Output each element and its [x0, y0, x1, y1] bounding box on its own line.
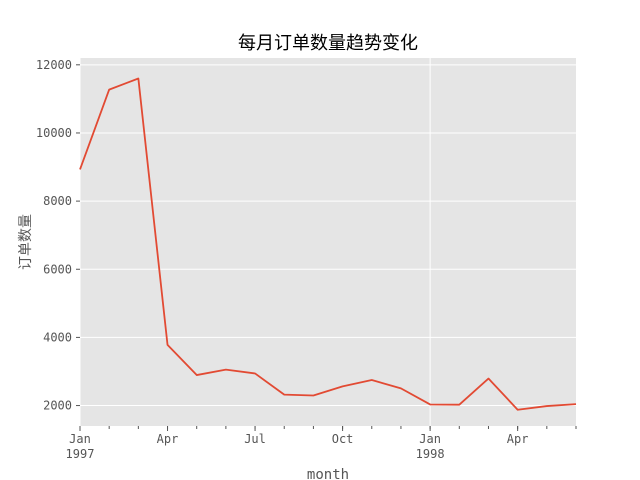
x-axis-label: month [307, 467, 349, 480]
y-axis-label: 订单数量 [18, 214, 34, 270]
x-tick-label: Jul [244, 432, 266, 446]
chart-title: 每月订单数量趋势变化 [238, 33, 418, 54]
y-tick-label: 12000 [36, 58, 72, 72]
x-tick-label: Jan [419, 432, 441, 446]
y-axis-ticks: 2000 4000 6000 8000 10000 12000 [36, 58, 80, 413]
x-tick-label: Apr [157, 432, 179, 446]
x-tick-label-year: 1997 [66, 447, 95, 461]
plot-area [80, 58, 576, 426]
y-tick-label: 6000 [43, 262, 72, 276]
y-tick-label: 4000 [43, 330, 72, 344]
x-tick-label: Jan [69, 432, 91, 446]
y-tick-label: 2000 [43, 399, 72, 413]
y-tick-label: 10000 [36, 126, 72, 140]
x-tick-label: Oct [332, 432, 354, 446]
x-tick-label-year: 1998 [416, 447, 445, 461]
y-tick-label: 8000 [43, 194, 72, 208]
x-tick-label: Apr [507, 432, 529, 446]
